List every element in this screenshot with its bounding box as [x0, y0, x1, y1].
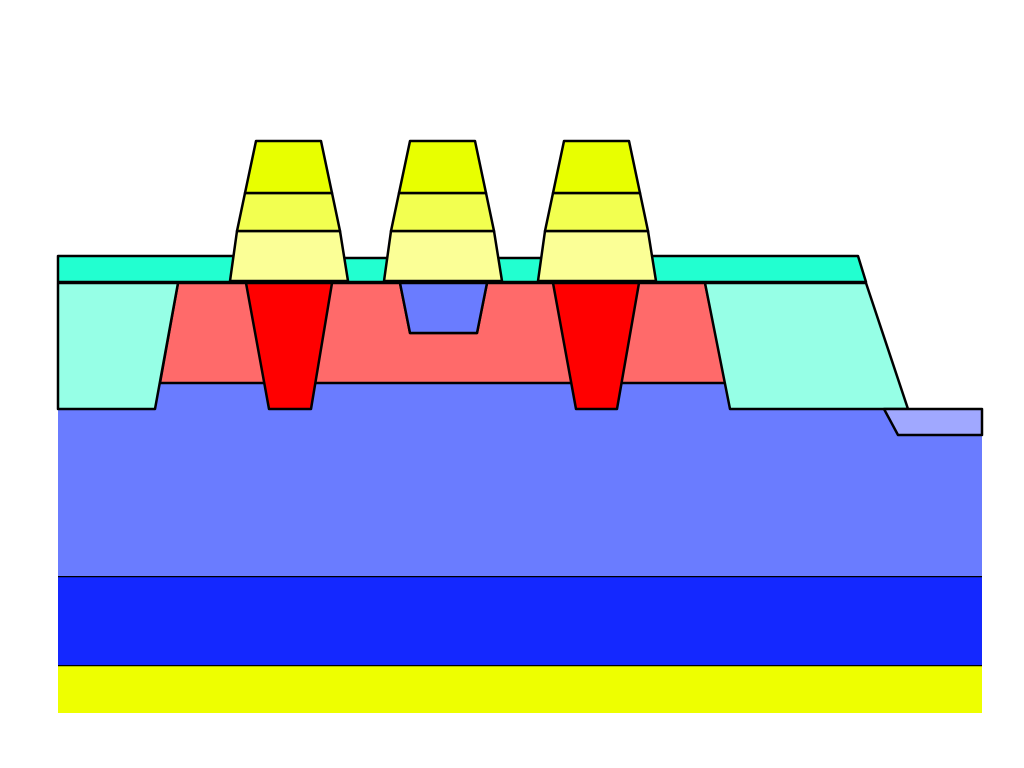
aqua-cap-left [56, 254, 256, 284]
bump-1-top-tier [243, 139, 334, 195]
bump-2-mid-tier [389, 191, 496, 233]
base-yellow-layer [58, 665, 982, 713]
deep-blue-layer [58, 576, 982, 665]
bump-3-mid-tier [543, 191, 650, 233]
bump-1-pale-tier [228, 229, 350, 283]
bump-2-pale-tier [382, 229, 504, 283]
red-plug-right [551, 281, 641, 411]
substrate-blue-layer [58, 283, 982, 576]
aqua-cap-right [628, 254, 868, 284]
light-blue-step [882, 407, 984, 437]
blue-notch [398, 281, 489, 335]
bump-3-pale-tier [536, 229, 658, 283]
red-plug-left [244, 281, 334, 411]
bump-2-top-tier [397, 139, 488, 195]
bump-3-top-tier [551, 139, 642, 195]
aqua-block-right [703, 281, 910, 411]
bump-1-mid-tier [235, 191, 342, 233]
